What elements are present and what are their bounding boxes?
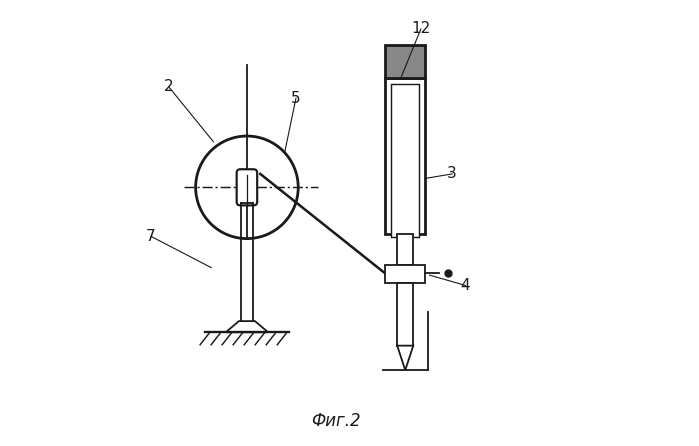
Polygon shape [226,321,268,332]
Bar [385,265,425,283]
Bar [397,234,413,265]
Bar [385,45,425,78]
Polygon shape [397,346,413,370]
FancyBboxPatch shape [237,169,257,205]
Bar [397,283,413,346]
Text: 7: 7 [146,229,156,244]
Text: Фиг.2: Фиг.2 [311,413,361,430]
Bar [391,84,419,237]
Text: 4: 4 [461,278,470,293]
Bar [385,78,425,234]
Text: 2: 2 [164,79,173,95]
Text: 12: 12 [411,21,431,37]
Text: 5: 5 [291,91,301,106]
Text: 3: 3 [447,166,457,182]
